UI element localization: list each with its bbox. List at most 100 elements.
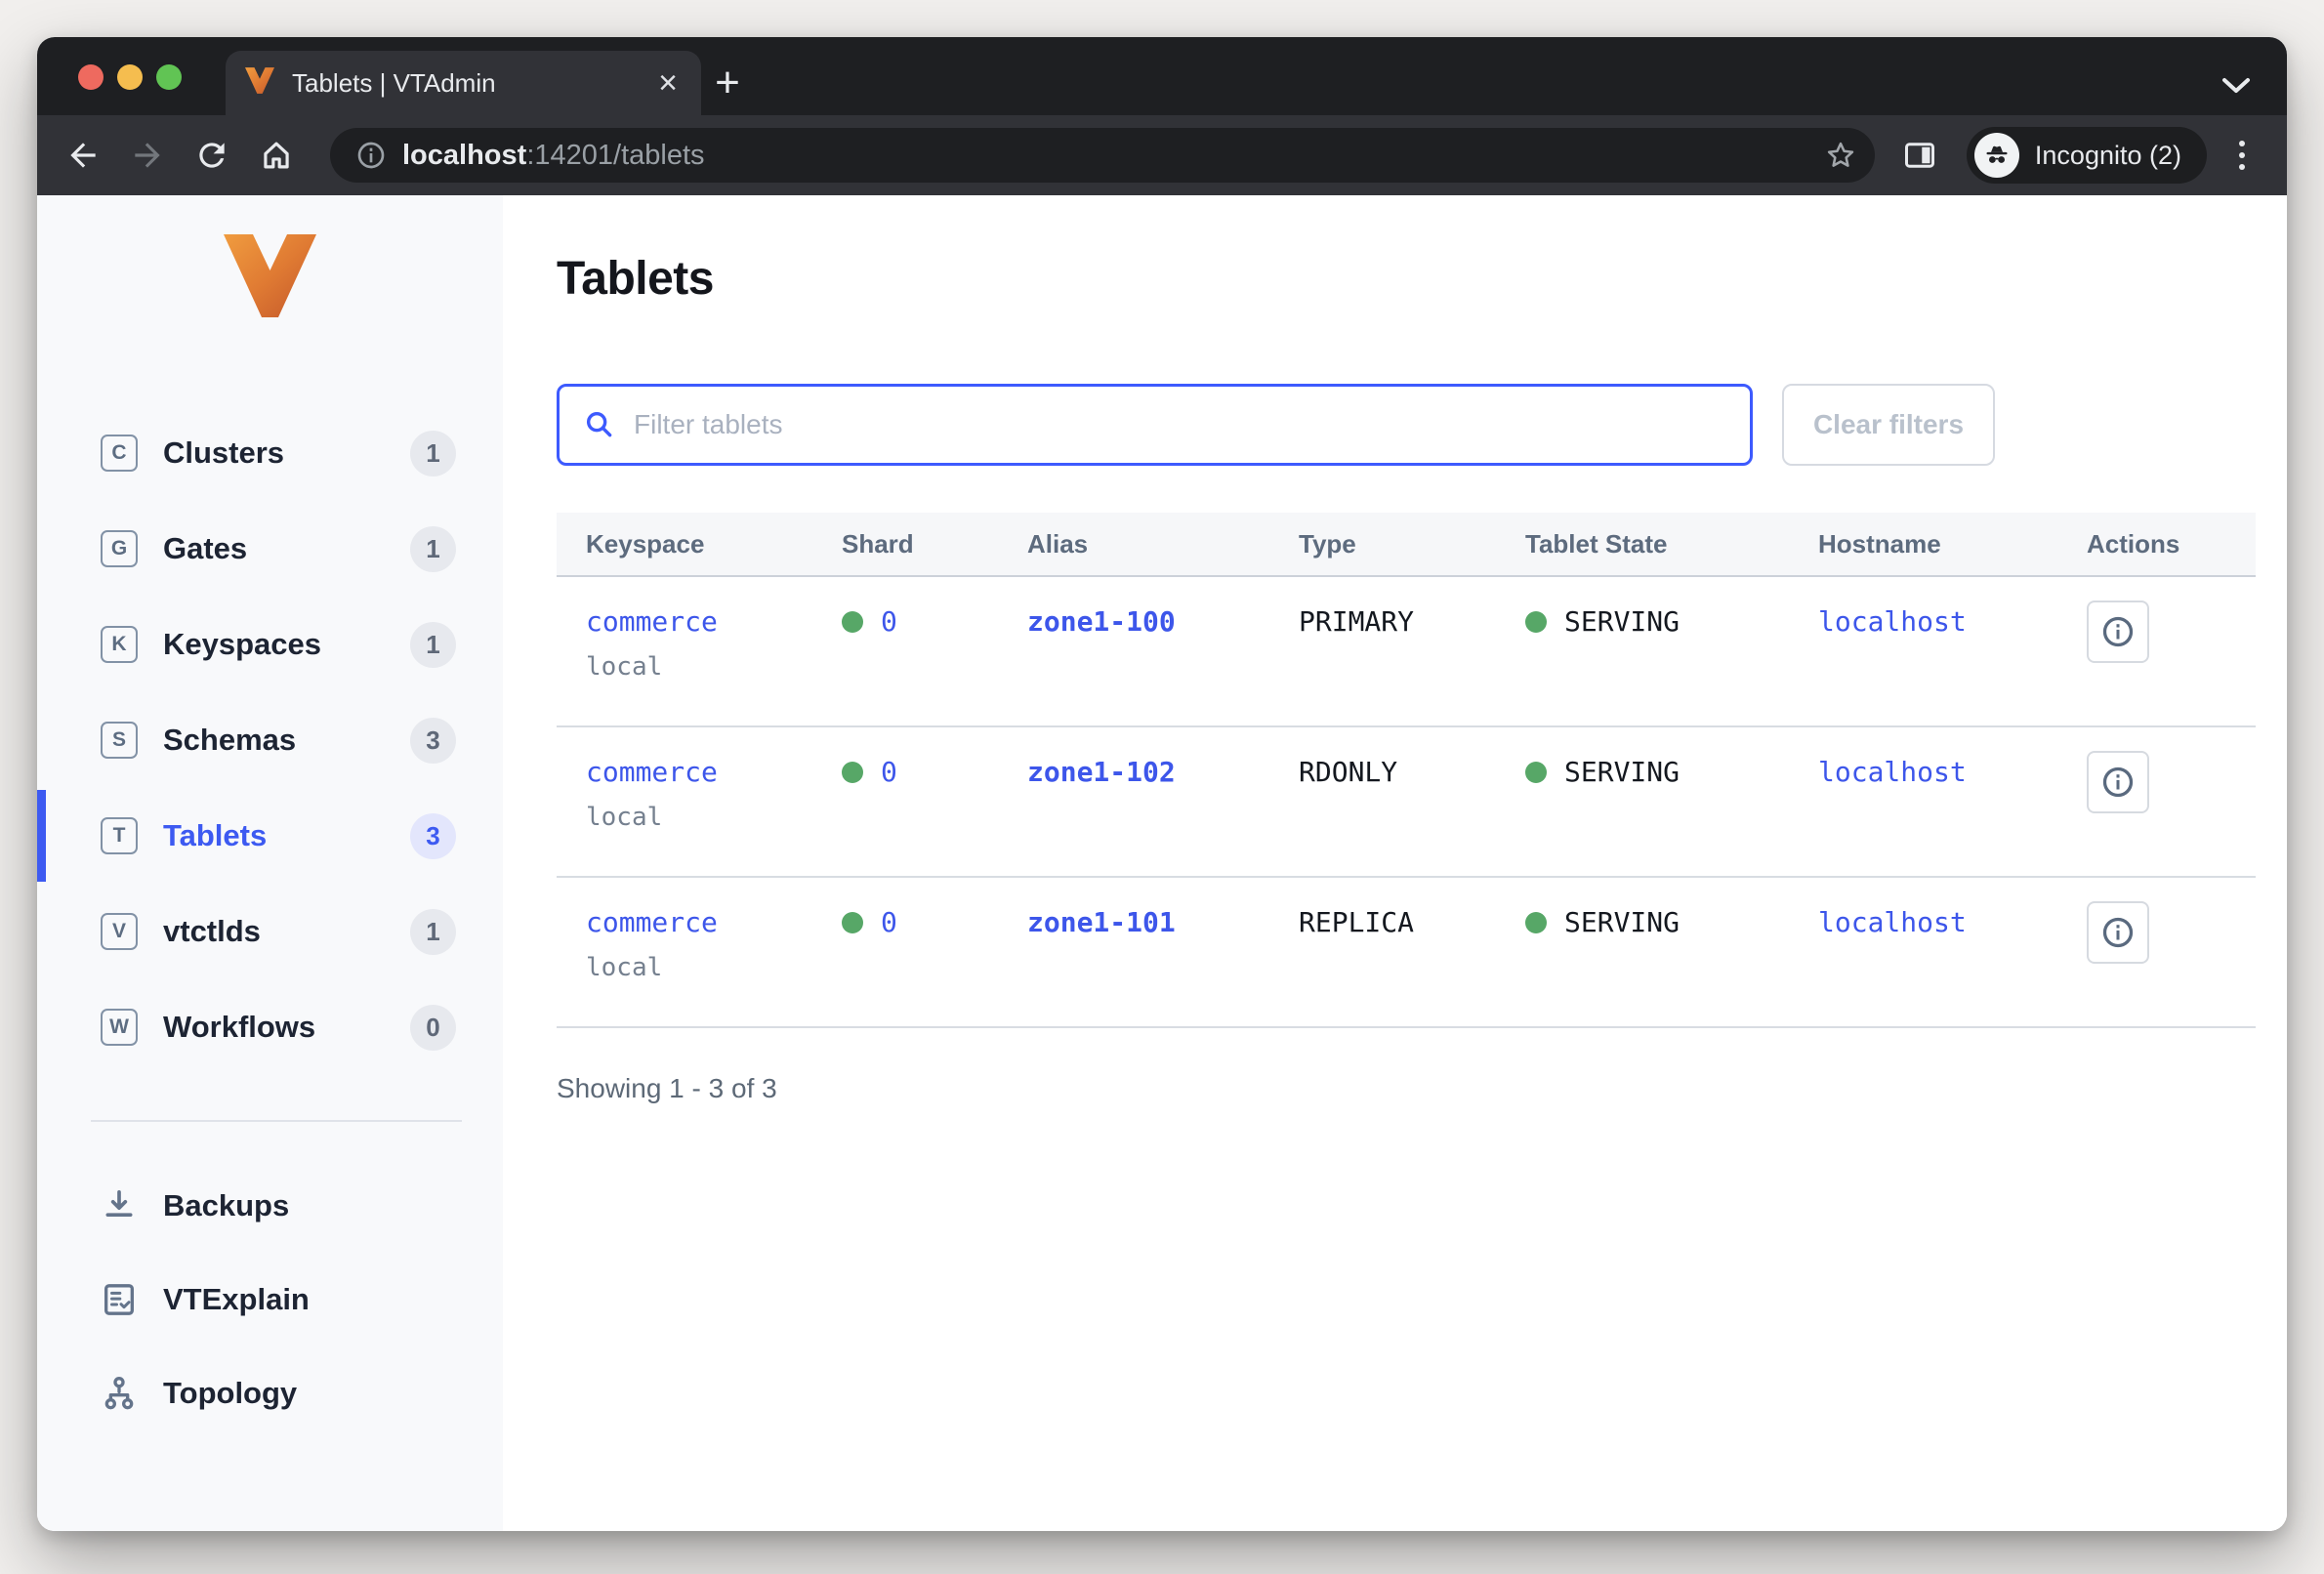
shard-cell: 0 [812, 604, 998, 684]
sidebar-item-label: Backups [163, 1188, 290, 1222]
sidebar-item-clusters[interactable]: C Clusters 1 [37, 405, 503, 501]
keyspace-link[interactable]: commerce [586, 756, 718, 788]
column-header-alias: Alias [1027, 528, 1089, 559]
keyspace-link[interactable]: commerce [586, 906, 718, 938]
bookmark-star-icon[interactable] [1824, 139, 1857, 172]
keyspace-link[interactable]: commerce [586, 605, 718, 638]
sidebar-tools: Backups VTExplain Topology [37, 1159, 503, 1440]
sidebar-item-label: Topology [163, 1376, 298, 1410]
document-checklist-icon [99, 1279, 140, 1320]
browser-tab[interactable]: Tablets | VTAdmin × [226, 51, 701, 115]
browser-toolbar: localhost:14201/tablets Incognito (2) [37, 115, 2287, 195]
tablet-type: REPLICA [1299, 906, 1415, 938]
count-badge: 0 [410, 1004, 456, 1051]
alias-link[interactable]: zone1-101 [1027, 906, 1176, 938]
reload-button[interactable] [187, 131, 236, 180]
page-title: Tablets [557, 253, 714, 305]
home-button[interactable] [252, 131, 301, 180]
shard-cell: 0 [812, 905, 998, 985]
shard-status-dot [842, 912, 863, 933]
clear-filters-button[interactable]: Clear filters [1782, 384, 1995, 466]
actions-cell [2057, 601, 2256, 684]
tablets-table: Keyspace Shard Alias Type Tablet State H… [557, 513, 2256, 1028]
tablet-type: RDONLY [1299, 756, 1398, 788]
main-panel: Tablets Clear filters Keyspace Shard Ali… [503, 195, 2287, 1531]
sidebar-item-label: Schemas [163, 723, 297, 757]
state-status-dot [1525, 912, 1547, 933]
sidebar-item-tablets[interactable]: T Tablets 3 [37, 788, 503, 884]
forward-button[interactable] [123, 131, 172, 180]
sidebar-item-backups[interactable]: Backups [37, 1159, 503, 1253]
tab-list-chevron-icon[interactable] [2213, 62, 2260, 109]
tab-title: Tablets | VTAdmin [292, 67, 496, 98]
incognito-avatar [1973, 133, 2019, 178]
forward-icon [135, 143, 160, 168]
filter-input[interactable] [632, 408, 1730, 441]
table-row: commerce local 0 zone1-102 RDONLY SERVIN… [557, 727, 2256, 878]
sidebar-item-label: VTExplain [163, 1282, 310, 1316]
shard-status-dot [842, 762, 863, 783]
window-minimize-button[interactable] [117, 64, 143, 90]
column-header-shard: Shard [842, 528, 914, 559]
shard-link[interactable]: 0 [881, 756, 897, 788]
tablet-info-button[interactable] [2087, 751, 2149, 813]
tab-close-icon[interactable]: × [654, 66, 682, 100]
shard-link[interactable]: 0 [881, 906, 897, 938]
download-icon [99, 1185, 140, 1226]
address-bar[interactable]: localhost:14201/tablets [330, 128, 1875, 183]
keyspace-cell: commerce local [557, 905, 812, 985]
hostname-link[interactable]: localhost [1818, 906, 1967, 938]
browser-menu-button[interactable] [2219, 130, 2265, 181]
sidebar-item-label: Tablets [163, 818, 268, 852]
tablet-info-button[interactable] [2087, 901, 2149, 964]
state-cell: SERVING [1496, 755, 1789, 835]
sidebar-item-vtctlds[interactable]: V vtctlds 1 [37, 884, 503, 979]
shard-cell: 0 [812, 755, 998, 835]
count-badge: 1 [410, 525, 456, 572]
incognito-badge[interactable]: Incognito (2) [1966, 127, 2207, 184]
sidebar-item-topology[interactable]: Topology [37, 1346, 503, 1440]
state-status-dot [1525, 611, 1547, 633]
window-zoom-button[interactable] [156, 64, 182, 90]
info-icon [2102, 616, 2134, 647]
count-badge: 1 [410, 908, 456, 955]
tablet-type: PRIMARY [1299, 605, 1415, 638]
type-cell: PRIMARY [1269, 604, 1496, 684]
tablet-info-button[interactable] [2087, 601, 2149, 663]
type-cell: RDONLY [1269, 755, 1496, 835]
new-tab-button[interactable]: + [704, 60, 751, 106]
state-status-dot [1525, 762, 1547, 783]
keyspaces-letter-icon: K [101, 626, 138, 663]
alias-cell: zone1-101 [998, 905, 1269, 985]
pagination-summary: Showing 1 - 3 of 3 [557, 1073, 777, 1103]
tab-strip: Tablets | VTAdmin × + [37, 37, 2287, 115]
sidebar: C Clusters 1 G Gates 1 K Keyspaces 1 S S… [37, 195, 503, 1531]
alias-link[interactable]: zone1-102 [1027, 756, 1176, 788]
sidebar-item-gates[interactable]: G Gates 1 [37, 501, 503, 597]
side-panel-button[interactable] [1894, 130, 1945, 181]
url-host: localhost [402, 139, 527, 171]
sidebar-item-schemas[interactable]: S Schemas 3 [37, 692, 503, 788]
window-close-button[interactable] [78, 64, 104, 90]
sidebar-item-workflows[interactable]: W Workflows 0 [37, 979, 503, 1075]
sidebar-item-vtexplain[interactable]: VTExplain [37, 1253, 503, 1346]
count-badge: 3 [410, 717, 456, 764]
hostname-link[interactable]: localhost [1818, 605, 1967, 638]
page-content: C Clusters 1 G Gates 1 K Keyspaces 1 S S… [37, 195, 2287, 1531]
alias-cell: zone1-100 [998, 604, 1269, 684]
shard-link[interactable]: 0 [881, 605, 897, 638]
back-button[interactable] [59, 131, 107, 180]
filter-row: Clear filters [557, 384, 2287, 466]
sidebar-item-label: Keyspaces [163, 627, 322, 661]
state-cell: SERVING [1496, 905, 1789, 985]
column-header-tablet-state: Tablet State [1525, 528, 1668, 559]
cluster-name: local [586, 803, 663, 832]
hostname-link[interactable]: localhost [1818, 756, 1967, 788]
vitess-logo[interactable] [37, 234, 503, 317]
count-badge: 1 [410, 430, 456, 476]
sidebar-item-label: vtctlds [163, 914, 261, 948]
sidebar-item-keyspaces[interactable]: K Keyspaces 1 [37, 597, 503, 692]
tablet-state: SERVING [1564, 906, 1681, 938]
sidebar-divider [91, 1120, 462, 1122]
alias-link[interactable]: zone1-100 [1027, 605, 1176, 638]
